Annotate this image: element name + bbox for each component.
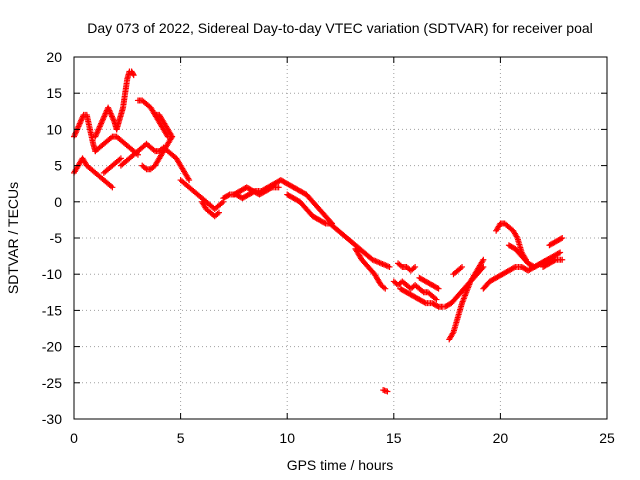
series-AC <box>505 242 551 270</box>
x-tick-label: 0 <box>70 430 78 446</box>
series-J <box>143 140 193 184</box>
data-point <box>557 249 564 256</box>
series-T <box>390 278 440 303</box>
data-point <box>559 235 566 241</box>
data-point <box>434 303 441 310</box>
data-point <box>130 72 137 79</box>
data-point <box>421 299 428 306</box>
axis-ticks: 0 5 10 15 20 25 20 15 10 5 0 -5 -10 -15 -20 -25 -30 <box>42 49 615 446</box>
x-axis-label: GPS time / hours <box>287 457 394 473</box>
x-tick-label: 10 <box>279 430 295 446</box>
series-A <box>71 111 99 155</box>
y-tick-label: 20 <box>46 49 62 65</box>
data-point <box>321 219 328 226</box>
series-Z <box>450 263 466 278</box>
data-point <box>559 256 566 263</box>
x-tick-label: 5 <box>177 430 185 446</box>
data-point <box>169 133 176 140</box>
data-point <box>186 177 193 184</box>
y-tick-label: 0 <box>54 194 62 210</box>
series-AD <box>540 256 566 270</box>
series-M <box>198 198 222 220</box>
x-tick-label: 15 <box>386 430 402 446</box>
data-point <box>412 263 419 270</box>
data-point <box>511 264 518 271</box>
data-point <box>551 257 558 264</box>
grid <box>74 57 607 419</box>
chart-title: Day 073 of 2022, Sidereal Day-to-day VTE… <box>87 20 593 36</box>
series-R <box>352 245 389 292</box>
data-point <box>129 70 136 77</box>
series-V <box>397 285 446 310</box>
data-point <box>543 257 550 264</box>
data-point <box>480 256 487 263</box>
y-tick-label: -10 <box>42 266 62 282</box>
y-tick-label: 10 <box>46 121 62 137</box>
data-point <box>435 285 442 292</box>
series-Y <box>446 256 487 343</box>
data-point <box>459 263 466 270</box>
data-points <box>71 68 566 395</box>
data-point <box>433 296 440 303</box>
series-AE <box>546 235 566 249</box>
data-point <box>215 209 222 216</box>
y-axis-label: SDTVAR / TECUs <box>5 182 21 294</box>
series-N <box>220 177 335 227</box>
data-point <box>267 185 274 192</box>
data-point <box>382 285 389 292</box>
series-K <box>152 111 176 140</box>
data-point <box>386 263 393 270</box>
data-point <box>275 184 282 191</box>
series-W <box>416 274 442 292</box>
y-tick-label: -20 <box>42 339 62 355</box>
series-U <box>395 260 419 274</box>
x-tick-label: 20 <box>493 430 509 446</box>
data-point <box>557 235 564 242</box>
data-point <box>225 192 232 199</box>
y-tick-label: -30 <box>42 411 62 427</box>
data-point <box>544 256 551 263</box>
series-B <box>71 155 116 191</box>
y-tick-label: -25 <box>42 375 62 391</box>
data-point <box>434 284 441 291</box>
series-S <box>380 387 391 395</box>
data-point <box>117 155 124 162</box>
series-O <box>230 184 282 198</box>
series-E <box>113 68 137 133</box>
y-tick-label: 5 <box>54 158 62 174</box>
y-tick-label: 15 <box>46 85 62 101</box>
data-point <box>384 388 391 395</box>
x-tick-label: 25 <box>599 430 615 446</box>
data-point <box>555 250 562 257</box>
series-F <box>100 155 124 176</box>
y-tick-label: -5 <box>50 230 63 246</box>
data-point <box>109 184 116 191</box>
y-tick-label: -15 <box>42 302 62 318</box>
series-L <box>177 177 227 213</box>
